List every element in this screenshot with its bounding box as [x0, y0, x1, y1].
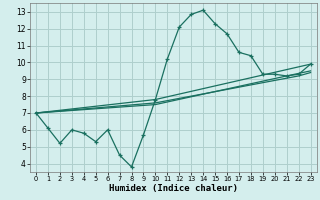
X-axis label: Humidex (Indice chaleur): Humidex (Indice chaleur) — [109, 184, 238, 193]
